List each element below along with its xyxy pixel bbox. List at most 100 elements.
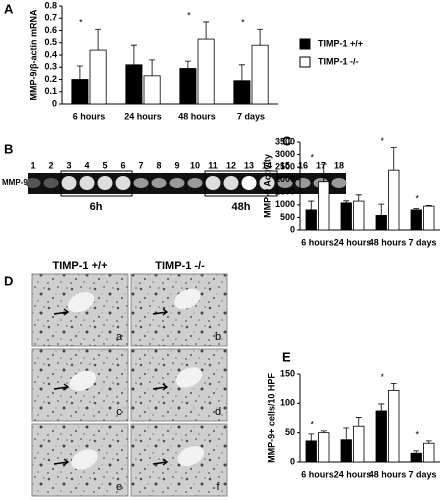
y-tick-label: 50 [285, 427, 295, 437]
error-bar [425, 440, 432, 444]
micrograph-letter: e [116, 481, 122, 493]
lane-number: 3 [66, 160, 71, 170]
y-tick-label: 0 [52, 98, 57, 108]
y-tick-label: 1500 [275, 187, 295, 197]
lane-number: 11 [208, 160, 218, 170]
y-tick-label: 0.8 [44, 0, 57, 10]
gel-marker-label: MMP-9 [2, 178, 28, 187]
bar [340, 439, 352, 463]
error-bar [184, 60, 191, 69]
y-axis-label: MMP-9/β-actin mRNA [28, 9, 38, 100]
bar [89, 49, 107, 105]
x-tick-label: 48 hours [369, 237, 407, 247]
x-tick-label: 6 hours [73, 111, 106, 121]
significance-mark: * [310, 419, 314, 429]
vessel [71, 449, 98, 470]
arrow [53, 383, 70, 391]
bar [305, 209, 317, 231]
lane-number: 10 [190, 160, 200, 170]
lane-number: 17 [316, 160, 326, 170]
micrograph [130, 273, 228, 347]
vessel [174, 288, 201, 309]
error-bar [343, 200, 350, 203]
gel-band [331, 178, 347, 188]
gel-band [25, 178, 41, 188]
y-tick-label: 1000 [275, 199, 295, 209]
significance-mark: * [380, 372, 384, 382]
arrow [53, 308, 70, 316]
x-tick-label: 48 hours [178, 111, 216, 121]
lane-number: 6 [120, 160, 125, 170]
error-bar [425, 204, 432, 207]
group-box [60, 170, 133, 197]
bar [410, 452, 422, 463]
micrograph-letter: f [216, 481, 220, 493]
lane-number: 5 [102, 160, 107, 170]
lane-number: 16 [298, 160, 308, 170]
micrograph-letter: d [215, 406, 221, 418]
y-tick-label: 2500 [275, 162, 295, 172]
column-header: TIMP-1 -/- [155, 260, 205, 272]
gel-band [151, 178, 167, 188]
y-tick-label: 0 [290, 224, 295, 234]
gel: MMP-9 6h 48h 1 2 3 4 5 6 7 8 9 10 11 12 13 14 15 16 17 18 [2, 160, 347, 213]
error-bar [320, 430, 327, 433]
gel-band [43, 178, 59, 188]
lane-number: 8 [156, 160, 161, 170]
error-bar [355, 194, 362, 202]
bar [340, 202, 352, 231]
y-tick-label: 0 [290, 456, 295, 466]
gel-band [295, 178, 311, 188]
arrow [152, 383, 169, 391]
x-tick-label: 7 days [237, 111, 265, 121]
y-tick-label: 0.7 [44, 13, 57, 23]
lane-number: 15 [280, 160, 290, 170]
error-bar [149, 59, 156, 76]
bar [388, 390, 400, 463]
bar [410, 209, 422, 231]
legend-label: TIMP-1 -/- [318, 56, 359, 66]
bar [197, 38, 215, 105]
y-tick-label: 3500 [275, 136, 295, 146]
gel-band [187, 178, 203, 188]
error-bar [95, 28, 102, 51]
significance-mark: * [415, 194, 419, 204]
error-bar [355, 417, 362, 427]
gel-band [277, 178, 293, 188]
vessel [69, 370, 97, 391]
gel-band [115, 176, 131, 190]
vessel [67, 292, 95, 313]
y-tick-label: 0.6 [44, 25, 57, 35]
lane-number: 2 [48, 160, 53, 170]
panel-label: E [282, 349, 291, 364]
bar [353, 425, 365, 463]
lane-number: 14 [262, 160, 272, 170]
error-bar [343, 427, 350, 440]
error-bar [308, 433, 315, 441]
gel-band [79, 176, 95, 190]
error-bar [378, 403, 385, 411]
bar [143, 75, 161, 105]
panel-label: B [4, 141, 13, 156]
y-axis-label: MMP-9 Activity [262, 154, 272, 218]
bar [375, 215, 387, 231]
significance-mark: * [415, 429, 419, 439]
legend-swatch [299, 38, 311, 50]
y-tick-label: 0.5 [44, 37, 57, 47]
y-tick-label: 0.4 [44, 49, 57, 59]
lane-number: 18 [334, 160, 344, 170]
bar [233, 80, 251, 105]
error-bar [130, 44, 137, 65]
bar [318, 432, 330, 463]
error-bar [413, 208, 420, 210]
bar [318, 181, 330, 231]
error-bar [76, 65, 83, 80]
lane-number: 9 [174, 160, 179, 170]
significance-mark: * [310, 153, 314, 163]
gel-band [61, 176, 77, 190]
group-label: 6h [90, 201, 103, 213]
bar [71, 79, 89, 105]
significance-mark: * [380, 136, 384, 146]
micrograph-letter: c [116, 406, 122, 418]
